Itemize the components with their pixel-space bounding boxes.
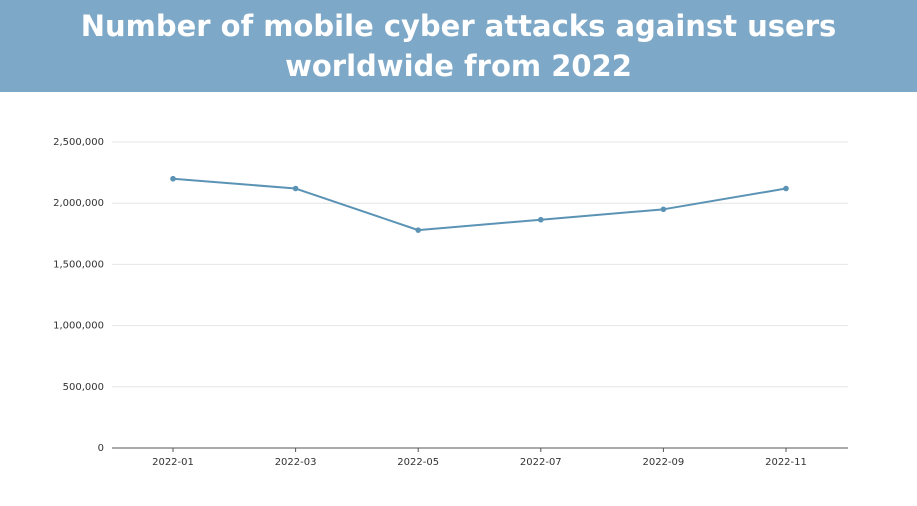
y-tick-label: 2,000,000 [53,198,104,209]
x-tick-label: 2022-03 [275,457,317,468]
data-point [538,216,544,223]
x-tick-label: 2022-07 [520,457,562,468]
data-point [783,185,789,192]
x-tick-label: 2022-11 [765,457,807,468]
x-tick-label: 2022-05 [397,457,439,468]
x-tick-label: 2022-09 [643,457,685,468]
chart-area: 0 500,000 1,000,000 1,500,000 2,000,000 2,500… [0,92,917,502]
y-tick-label: 0 [98,443,104,454]
y-tick-label: 1,000,000 [53,321,104,332]
y-tick-label: 1,500,000 [53,259,104,270]
y-tick-label: 500,000 [63,382,104,393]
chart-title: Number of mobile cyber attacks against u… [80,9,837,83]
series-line [172,177,787,232]
x-tick-label: 2022-01 [152,457,194,468]
data-point [415,227,422,233]
y-tick-label: 2,500,000 [53,137,104,148]
chart-header: Number of mobile cyber attacks against u… [0,0,917,92]
line-chart: 0 500,000 1,000,000 1,500,000 2,000,000 2,500… [53,137,848,468]
data-point [292,185,299,192]
data-point [170,175,176,182]
data-point [660,206,667,213]
